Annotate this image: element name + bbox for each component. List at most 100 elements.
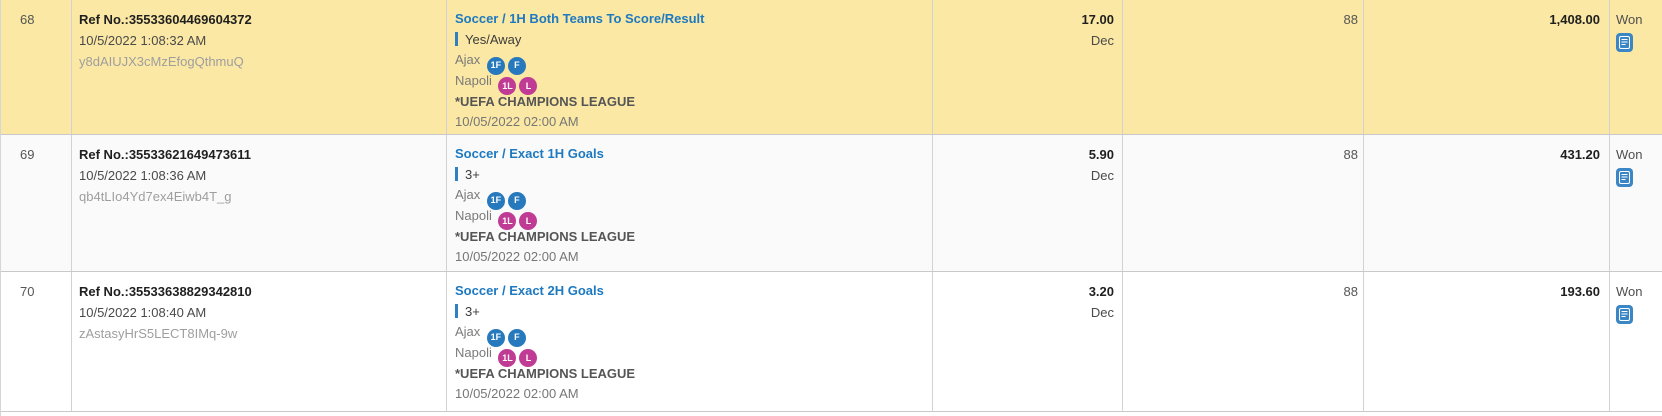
odds-cell: 3.20 Dec xyxy=(933,272,1123,411)
away-form-badge: L xyxy=(519,77,538,96)
home-form-badge: F xyxy=(507,56,526,75)
row-number: 69 xyxy=(20,147,35,162)
away-form-badge: 1L xyxy=(498,77,517,96)
home-team-name: Ajax xyxy=(455,324,481,340)
home-team-name: Ajax xyxy=(455,52,481,68)
event-time: 10/05/2022 02:00 AM xyxy=(455,114,579,130)
home-team-line: Ajax 1F F xyxy=(455,322,932,347)
selection-line: Yes/Away xyxy=(455,30,932,51)
status-label: Won xyxy=(1616,12,1643,27)
away-team-line: Napoli 1L L xyxy=(455,71,932,96)
ref-number: Ref No.:35533638829342810 xyxy=(79,284,252,299)
odds-value: 5.90 xyxy=(1088,147,1114,162)
odds-format: Dec xyxy=(1090,305,1114,320)
placed-timestamp: 10/5/2022 1:08:32 AM xyxy=(79,33,207,48)
bet-row-69[interactable]: 69 Ref No.:35533621649473611 10/5/2022 1… xyxy=(1,135,1662,272)
home-form-badge: F xyxy=(507,191,526,210)
selection-bar-icon xyxy=(455,303,458,318)
user-id: qb4tLIo4Yd7ex4Eiwb4T_g xyxy=(79,189,232,204)
home-form-badge: 1F xyxy=(486,56,505,75)
selection-value: 3+ xyxy=(465,166,480,182)
odds-value: 17.00 xyxy=(1081,12,1114,27)
odds-cell: 17.00 Dec xyxy=(933,0,1123,134)
bet-details-cell: Soccer / Exact 1H Goals 3+ Ajax 1F F Napo… xyxy=(447,135,933,271)
receipt-glyph-icon xyxy=(1619,171,1630,184)
bet-row-68[interactable]: 68 Ref No.:35533604469604372 10/5/2022 1… xyxy=(1,0,1662,135)
selection-line: 3+ xyxy=(455,165,932,186)
market-link[interactable]: Soccer / Exact 1H Goals xyxy=(455,146,604,161)
selection-line: 3+ xyxy=(455,302,932,323)
event-time: 10/05/2022 02:00 AM xyxy=(455,386,579,402)
selection-value: 3+ xyxy=(465,303,480,319)
ref-cell: Ref No.:35533621649473611 10/5/2022 1:08… xyxy=(72,135,447,271)
winnings-value: 193.60 xyxy=(1560,284,1600,299)
away-team-line: Napoli 1L L xyxy=(455,206,932,231)
bet-row-70[interactable]: 70 Ref No.:35533638829342810 10/5/2022 1… xyxy=(1,272,1662,412)
user-id: zAstasyHrS5LECT8IMq-9w xyxy=(79,326,238,341)
selection-bar-icon xyxy=(455,31,458,46)
market-link[interactable]: Soccer / 1H Both Teams To Score/Result xyxy=(455,11,705,26)
receipt-glyph-icon xyxy=(1619,308,1630,321)
winnings-cell: 431.20 xyxy=(1364,135,1610,271)
league-name: *UEFA CHAMPIONS LEAGUE xyxy=(455,365,636,381)
market-link[interactable]: Soccer / Exact 2H Goals xyxy=(455,283,604,298)
league-name: *UEFA CHAMPIONS LEAGUE xyxy=(455,93,636,109)
away-form-badge: L xyxy=(519,212,538,231)
user-id: y8dAIUJX3cMzEfogQthmuQ xyxy=(79,54,244,69)
stake-cell: 88 xyxy=(1123,0,1364,134)
bet-details-cell: Soccer / 1H Both Teams To Score/Result Y… xyxy=(447,0,933,134)
row-number: 68 xyxy=(20,12,35,27)
stake-value: 88 xyxy=(1343,284,1358,299)
winnings-value: 1,408.00 xyxy=(1549,12,1600,27)
odds-format: Dec xyxy=(1090,168,1114,183)
winnings-cell: 193.60 xyxy=(1364,272,1610,411)
bet-details-cell: Soccer / Exact 2H Goals 3+ Ajax 1F F Napo… xyxy=(447,272,933,411)
away-form-badge: L xyxy=(519,349,538,368)
row-number-cell: 69 xyxy=(1,135,72,271)
event-time: 10/05/2022 02:00 AM xyxy=(455,249,579,265)
odds-cell: 5.90 Dec xyxy=(933,135,1123,271)
placed-timestamp: 10/5/2022 1:08:36 AM xyxy=(79,168,207,183)
away-team-line: Napoli 1L L xyxy=(455,343,932,368)
stake-cell: 88 xyxy=(1123,272,1364,411)
home-team-line: Ajax 1F F xyxy=(455,50,932,75)
winnings-cell: 1,408.00 xyxy=(1364,0,1610,134)
stake-cell: 88 xyxy=(1123,135,1364,271)
selection-value: Yes/Away xyxy=(465,31,522,47)
away-form-badge: 1L xyxy=(498,212,517,231)
selection-bar-icon xyxy=(455,166,458,181)
status-label: Won xyxy=(1616,147,1643,162)
winnings-value: 431.20 xyxy=(1560,147,1600,162)
league-name: *UEFA CHAMPIONS LEAGUE xyxy=(455,228,636,244)
away-team-name: Napoli xyxy=(455,345,492,361)
betslip-icon[interactable] xyxy=(1616,168,1633,187)
status-cell: Won xyxy=(1610,135,1662,271)
odds-value: 3.20 xyxy=(1088,284,1114,299)
home-form-badge: 1F xyxy=(486,328,505,347)
away-team-name: Napoli xyxy=(455,73,492,89)
home-form-badge: 1F xyxy=(486,191,505,210)
placed-timestamp: 10/5/2022 1:08:40 AM xyxy=(79,305,207,320)
home-team-line: Ajax 1F F xyxy=(455,185,932,210)
row-number-cell: 68 xyxy=(1,0,72,134)
ref-number: Ref No.:35533621649473611 xyxy=(79,147,252,162)
ref-cell: Ref No.:35533638829342810 10/5/2022 1:08… xyxy=(72,272,447,411)
status-cell: Won xyxy=(1610,272,1662,411)
status-label: Won xyxy=(1616,284,1643,299)
away-team-name: Napoli xyxy=(455,208,492,224)
home-team-name: Ajax xyxy=(455,187,481,203)
row-number: 70 xyxy=(20,284,35,299)
stake-value: 88 xyxy=(1343,147,1358,162)
stake-value: 88 xyxy=(1343,12,1358,27)
betslip-icon[interactable] xyxy=(1616,305,1633,324)
ref-number: Ref No.:35533604469604372 xyxy=(79,12,252,27)
betslip-icon[interactable] xyxy=(1616,33,1633,52)
status-cell: Won xyxy=(1610,0,1662,134)
home-form-badge: F xyxy=(507,328,526,347)
row-number-cell: 70 xyxy=(1,272,72,411)
ref-cell: Ref No.:35533604469604372 10/5/2022 1:08… xyxy=(72,0,447,134)
away-form-badge: 1L xyxy=(498,349,517,368)
receipt-glyph-icon xyxy=(1619,36,1630,49)
odds-format: Dec xyxy=(1090,33,1114,48)
